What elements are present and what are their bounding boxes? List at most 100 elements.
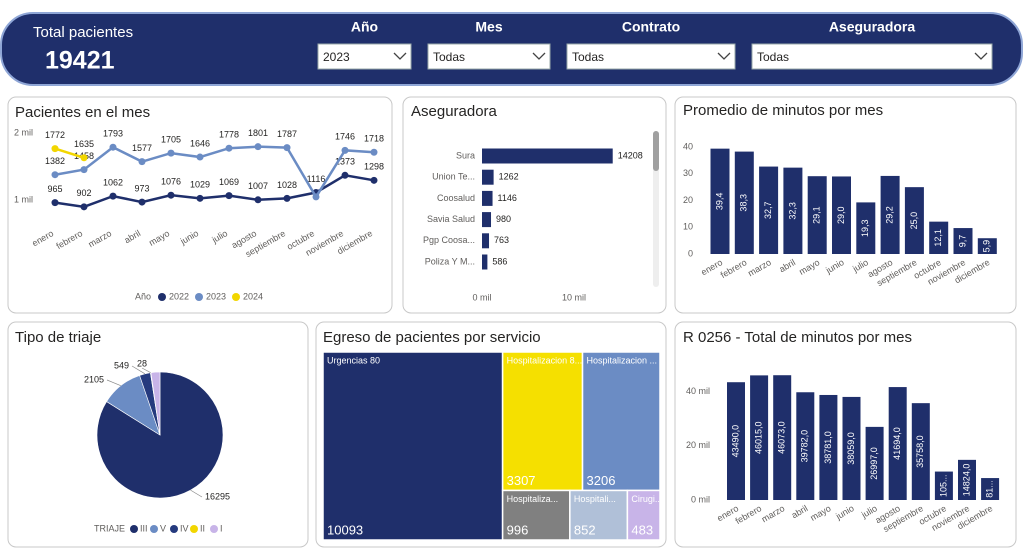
data-label: 1382 <box>45 156 65 166</box>
data-label: 1069 <box>219 177 239 187</box>
data-label: 1778 <box>219 130 239 140</box>
dropdown[interactable] <box>751 43 993 70</box>
legend-label: V <box>160 523 166 533</box>
total-label: Total pacientes <box>33 24 133 41</box>
data-label: 1793 <box>103 129 123 139</box>
data-label: 549 <box>114 360 129 370</box>
filter-label: Contrato <box>622 19 680 35</box>
data-label: 1028 <box>277 180 297 190</box>
scroll-thumb[interactable] <box>653 131 659 171</box>
point <box>138 198 146 206</box>
dropdown[interactable] <box>427 43 551 70</box>
filter-label: Aseguradora <box>829 19 916 35</box>
treemap-tile <box>626 489 661 541</box>
tile-value: 852 <box>574 522 596 537</box>
data-label: 46073,0 <box>777 421 787 454</box>
y-tick-label: 0 mil <box>691 494 710 504</box>
data-label: 1076 <box>161 177 181 187</box>
tile-label: Hospitalizacion ... <box>587 355 658 365</box>
legend-label: IV <box>180 523 189 533</box>
point <box>109 143 117 151</box>
dropdown-value: Todas <box>757 50 789 64</box>
point <box>167 191 175 199</box>
treemap-tile <box>581 351 661 492</box>
bar <box>734 151 754 254</box>
bar <box>832 176 851 254</box>
bar <box>958 459 976 500</box>
tile-label: Hospitaliza... <box>507 494 559 504</box>
data-label: 5,9 <box>982 240 992 253</box>
legend-label: 2024 <box>243 291 263 301</box>
data-label: 29,0 <box>836 206 846 224</box>
point <box>80 166 88 174</box>
panel-title: Promedio de minutos por mes <box>683 102 883 119</box>
data-label: 1373 <box>335 157 355 167</box>
data-label: 973 <box>134 183 149 193</box>
bar <box>482 254 488 270</box>
legend-swatch <box>210 525 218 533</box>
tile-label: Cirugi... <box>631 494 662 504</box>
panel-title: R 0256 - Total de minutos por mes <box>683 329 912 346</box>
bar <box>759 166 779 254</box>
point <box>370 148 378 156</box>
panel-title: Egreso de pacientes por servicio <box>323 329 541 346</box>
dropdown-value: Todas <box>572 50 604 64</box>
panel-title: Aseguradora <box>411 103 498 120</box>
bar <box>842 396 861 500</box>
y-tick-label: 30 <box>683 168 693 178</box>
tile-value: 996 <box>507 522 529 537</box>
bar <box>819 394 838 500</box>
chevron <box>974 52 988 60</box>
dropdown-value: 2023 <box>323 50 350 64</box>
bar <box>482 212 492 228</box>
data-label: 32,3 <box>787 202 797 220</box>
tile-label: Urgencias 80 <box>327 355 380 365</box>
point <box>51 171 59 179</box>
dropdown[interactable] <box>566 43 736 70</box>
legend-label: III <box>140 523 148 533</box>
panel <box>402 96 667 314</box>
bar <box>934 471 953 500</box>
dropdown[interactable] <box>317 43 412 70</box>
point <box>225 144 233 152</box>
data-label: 38781,0 <box>823 431 833 464</box>
y-tick-label: Pgp Coosa... <box>423 235 475 245</box>
tile-label: Hospitalizacion 8... <box>507 355 583 365</box>
x-tick-label: 10 mil <box>562 292 586 302</box>
chevron <box>393 52 407 60</box>
y-tick-label: 1 mil <box>14 195 33 205</box>
data-label: 1116 <box>307 174 326 184</box>
data-label: 1772 <box>45 130 65 140</box>
data-label: 38,3 <box>739 194 749 212</box>
data-label: 1298 <box>364 162 384 172</box>
y-tick-label: Poliza Y M... <box>425 256 475 266</box>
point <box>51 145 59 153</box>
panel <box>7 96 393 314</box>
bar <box>783 167 803 254</box>
data-label: 1718 <box>364 134 384 144</box>
y-tick-label: 20 <box>683 195 693 205</box>
legend-swatch <box>195 293 203 301</box>
data-label: 26997,0 <box>869 447 879 480</box>
data-label: 46015,0 <box>753 421 763 454</box>
bar <box>482 233 490 249</box>
tile-value: 3307 <box>507 473 536 488</box>
bar <box>773 375 792 500</box>
point <box>341 146 349 154</box>
legend-swatch <box>232 293 240 301</box>
data-label: 35758,0 <box>915 435 925 468</box>
data-label: 39,4 <box>714 193 724 211</box>
leader-line <box>106 379 121 386</box>
data-label: 586 <box>492 256 507 266</box>
y-tick-label: 2 mil <box>14 128 33 138</box>
bar <box>482 169 494 185</box>
data-label: 965 <box>47 184 62 194</box>
panel-title: Pacientes en el mes <box>15 104 150 121</box>
data-label: 902 <box>76 188 91 198</box>
x-tick-label: 0 mil <box>472 292 491 302</box>
y-tick-label: 40 mil <box>686 386 710 396</box>
data-label: 1262 <box>499 172 519 182</box>
y-tick-label: Savia Salud <box>427 214 475 224</box>
legend-title: Año <box>135 291 151 301</box>
